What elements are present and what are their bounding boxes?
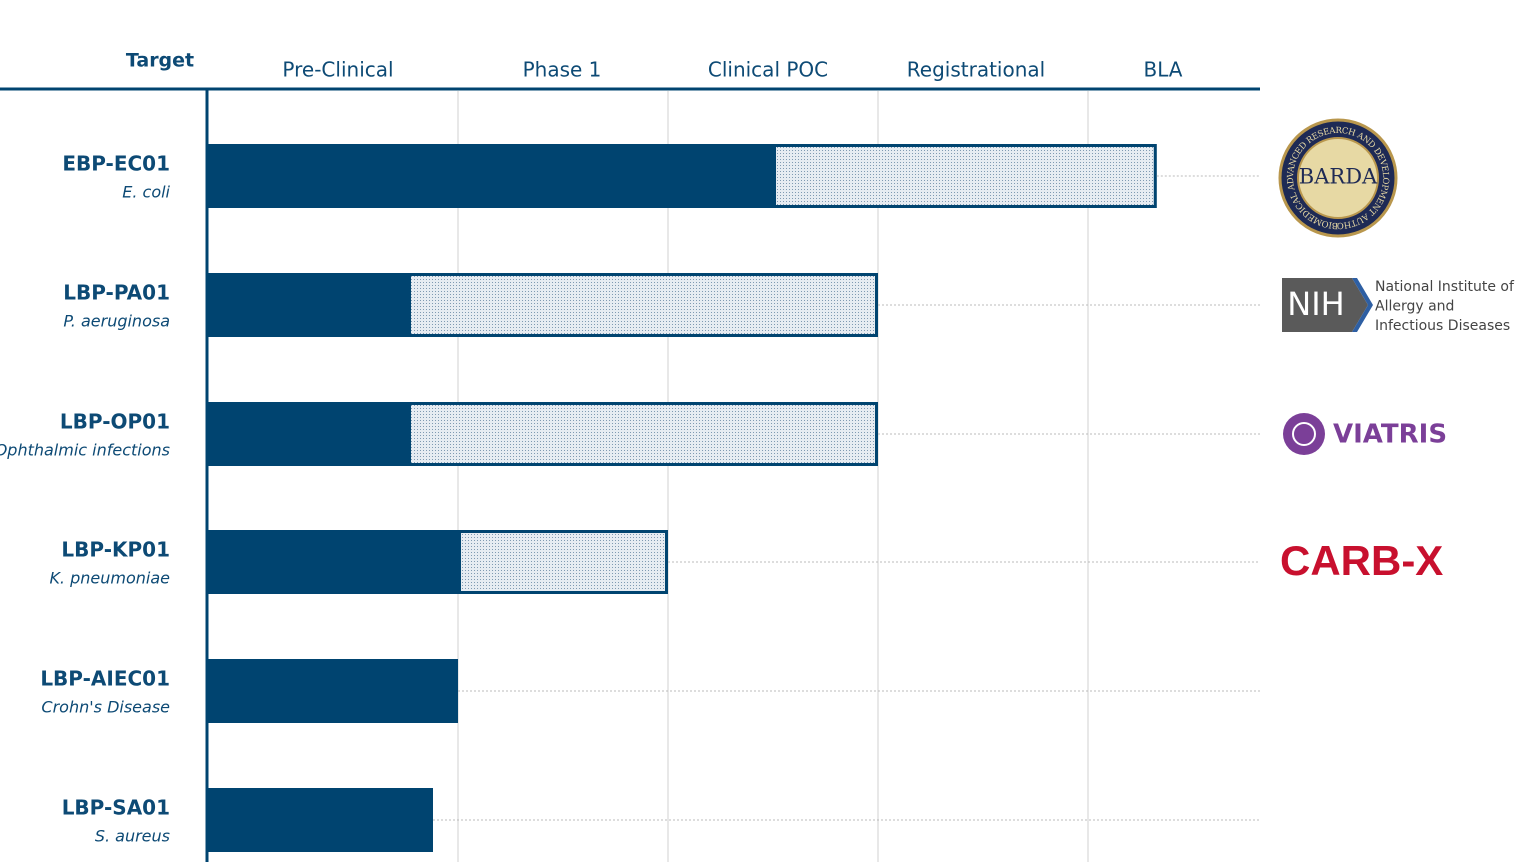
nih-box	[1282, 278, 1368, 332]
program-name: LBP-AIEC01	[40, 667, 170, 691]
program-target: Crohn's Disease	[41, 698, 170, 717]
carbx-label: CARB-X	[1280, 537, 1443, 584]
program-name: LBP-OP01	[60, 410, 170, 434]
nih-text: Infectious Diseases	[1375, 318, 1510, 334]
nih-chevron	[1352, 278, 1373, 332]
stage-label: Phase 1	[523, 58, 602, 82]
program-name: LBP-SA01	[62, 796, 170, 820]
bar-completed	[208, 273, 408, 337]
viatris-globe	[1292, 422, 1316, 446]
stage-label: Registrational	[907, 58, 1045, 82]
viatris-mark	[1283, 413, 1325, 455]
program-target: E. coli	[122, 183, 170, 202]
nih-label: NIH	[1287, 285, 1344, 323]
bar-completed	[208, 530, 458, 594]
program-name: LBP-KP01	[61, 538, 170, 562]
header-label: Target	[126, 50, 194, 72]
bar-completed	[208, 144, 773, 208]
stage-label: Clinical POC	[708, 58, 828, 82]
program-target: S. aureus	[95, 827, 170, 846]
viatris-label: VIATRIS	[1333, 420, 1447, 450]
bar-planned	[458, 530, 668, 594]
program-name: LBP-PA01	[63, 281, 170, 305]
stage-label: BLA	[1143, 58, 1182, 82]
bar-planned	[773, 144, 1157, 208]
barda-label: BARDA	[1299, 165, 1378, 189]
program-name: EBP-EC01	[62, 152, 170, 176]
program-target: K. pneumoniae	[49, 569, 170, 588]
bar-completed	[208, 788, 433, 852]
bar-planned	[408, 273, 878, 337]
nih-text: Allergy and	[1375, 299, 1454, 315]
stage-label: Pre-Clinical	[282, 58, 393, 82]
barda-inner	[1297, 137, 1379, 219]
bar-completed	[208, 402, 408, 466]
program-target: P. aeruginosa	[63, 312, 170, 331]
program-target: Ophthalmic infections	[0, 441, 170, 460]
bar-planned	[408, 402, 878, 466]
bar-completed	[208, 659, 458, 723]
nih-text: National Institute of	[1375, 279, 1515, 295]
